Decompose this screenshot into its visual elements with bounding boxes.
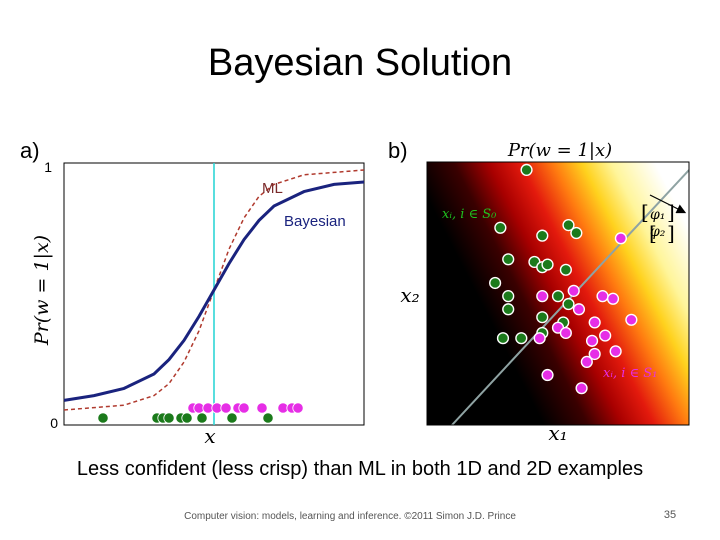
slide-footer: Computer vision: models, learning and in… xyxy=(184,511,516,522)
scatter-point-class1 xyxy=(588,316,601,329)
slide-title: Bayesian Solution xyxy=(207,42,513,84)
slide-caption: Less confident (less crisp) than ML in b… xyxy=(76,458,644,480)
scatter-point-class1 xyxy=(580,355,593,368)
bracket-right-2: ] xyxy=(667,221,675,245)
normal-phi2: φ₂ xyxy=(650,224,666,240)
data-point-class0 xyxy=(97,412,109,424)
a-xlabel: x xyxy=(204,424,215,448)
scatter-point-class0 xyxy=(562,219,575,232)
data-point-class1 xyxy=(220,402,232,414)
legend-ml: ML xyxy=(262,180,283,197)
label-class0: xᵢ, i ∈ S₀ xyxy=(442,207,497,222)
chart-b-frame xyxy=(426,161,690,426)
label-class1: xᵢ, i ∈ S₁ xyxy=(603,366,657,381)
scatter-point-class0 xyxy=(536,229,549,242)
scatter-point-class1 xyxy=(609,345,622,358)
decision-boundary-2d xyxy=(451,169,689,425)
a-ylabel: Pr(w = 1|x) xyxy=(31,235,53,346)
data-point-class0 xyxy=(226,412,238,424)
b-title: Pr(w = 1|x) xyxy=(507,140,612,161)
scatter-point-class1 xyxy=(596,290,609,303)
scatter-point-class0 xyxy=(502,253,515,266)
scatter-point-class1 xyxy=(599,329,612,342)
scatter-point-class0 xyxy=(502,303,515,316)
data-point-class0 xyxy=(262,412,274,424)
scatter-point-class0 xyxy=(515,332,528,345)
normal-arrow xyxy=(649,194,687,214)
data-point-class1 xyxy=(238,402,250,414)
bracket-left-2: [ xyxy=(649,221,657,245)
normal-phi1: φ₁ xyxy=(650,207,665,223)
chart-b: [ ] φ₁ φ₂ [ ] xᵢ, i ∈ S₀ xᵢ, i ∈ S₁ Pr(w… xyxy=(400,140,690,445)
legend-bayesian: Bayesian xyxy=(284,213,346,230)
series-line-bayesian xyxy=(63,180,365,402)
scatter-point-class0 xyxy=(496,332,510,345)
b-ylabel: x₂ xyxy=(400,283,419,307)
scatter-point-class1 xyxy=(559,326,572,340)
scatter-point-class0 xyxy=(520,163,533,176)
bracket-right: ] xyxy=(667,200,675,224)
scatter-point-class1 xyxy=(533,332,546,345)
scatter-point-class0 xyxy=(551,290,565,303)
data-point-class1 xyxy=(292,402,304,414)
page-number: 35 xyxy=(663,509,677,521)
scatter-point-class0 xyxy=(559,263,572,276)
scatter-point-class1 xyxy=(614,232,627,245)
y-tick-bottom: 0 xyxy=(50,415,58,431)
b-xlabel: x₁ xyxy=(548,421,567,445)
y-tick-top: 1 xyxy=(44,159,52,175)
scatter-point-class1 xyxy=(567,284,580,297)
chart-a: 1 0 x Pr(w = 1|x) ML Bayesian xyxy=(31,159,365,448)
scatter-point-class0 xyxy=(494,221,507,234)
panel-a-label: a) xyxy=(20,138,40,163)
bracket-left: [ xyxy=(641,200,649,224)
scatter-point-class1 xyxy=(585,334,599,347)
scatter-point-class1 xyxy=(536,290,549,303)
data-point-class0 xyxy=(163,412,175,424)
scatter-point-class0 xyxy=(570,226,583,240)
data-point-class1 xyxy=(256,402,268,414)
scatter-point-class1 xyxy=(606,292,620,305)
scatter-point-class0 xyxy=(502,290,515,303)
data-point-class0 xyxy=(196,412,208,424)
scatter-point-class0 xyxy=(489,276,502,290)
scatter-point-class1 xyxy=(625,313,638,326)
scatter-point-class1 xyxy=(575,382,588,395)
panel-b-label: b) xyxy=(388,138,408,163)
scatter-point-class0 xyxy=(541,258,554,271)
scatter-point-class1 xyxy=(588,347,601,361)
data-point-class0 xyxy=(181,412,193,424)
scatter-point-class0 xyxy=(562,297,575,311)
scatter-point-class0 xyxy=(536,311,549,324)
series-line-ml xyxy=(63,169,365,411)
scatter-point-class1 xyxy=(541,368,554,382)
scatter-point-class1 xyxy=(572,303,586,316)
